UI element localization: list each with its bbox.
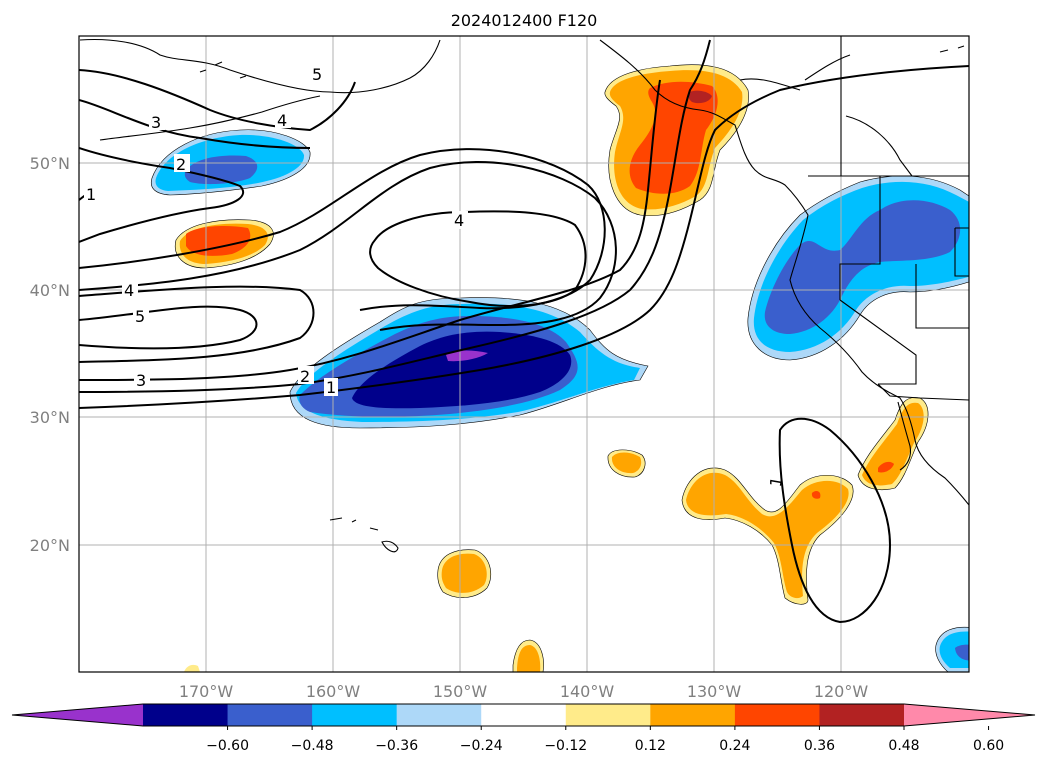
colorbar-tick-label: −0.12: [544, 738, 587, 754]
contour-label-1-east: 1: [766, 475, 786, 488]
contour-label-2-north: 2: [176, 155, 186, 174]
contour-label-4-west: 4: [124, 281, 134, 300]
lon-label-170w: 170°W: [179, 682, 234, 701]
lat-label-30n: 30°N: [30, 408, 70, 427]
political-borders: [808, 36, 969, 401]
longitude-axis: 170°W 160°W 150°W 140°W 130°W 120°W: [179, 682, 869, 701]
colorbar-tick-label: −0.60: [206, 738, 249, 754]
contour-label-4-center: 4: [454, 211, 464, 230]
contour-label-5-north: 5: [312, 65, 322, 84]
lat-label-40n: 40°N: [30, 281, 70, 300]
colorbar-bin: [819, 704, 905, 726]
colorbar-bin: [650, 704, 736, 726]
graticule: [79, 36, 969, 672]
colorbar-tick-label: 0.36: [804, 738, 835, 754]
colorbar-extend-high: [904, 704, 1035, 726]
colorbar-extend-low: [12, 704, 143, 726]
contour-label-3-north: 3: [151, 113, 161, 132]
contour-label-1-west: 1: [86, 185, 96, 204]
lat-label-50n: 50°N: [30, 154, 70, 173]
contour-label-1-center: 1: [326, 378, 336, 397]
colorbar-outline: [11, 703, 1036, 727]
lon-label-120w: 120°W: [814, 682, 869, 701]
lat-label-20n: 20°N: [30, 536, 70, 555]
contour-label-5-west: 5: [135, 307, 145, 326]
colorbar: −0.60 −0.48 −0.36 −0.24 −0.12 0.12 0.24 0.36 0.4…: [11, 703, 1036, 754]
colorbar-tick-label: 0.60: [973, 738, 1004, 754]
contour-label-2-center: 2: [300, 367, 310, 386]
colorbar-tick-label: 0.24: [719, 738, 750, 754]
colorbar-tick-label: −0.24: [460, 738, 503, 754]
map-frame: [78, 35, 970, 673]
latitude-axis: 50°N 40°N 30°N 20°N: [30, 154, 70, 555]
contour-label-4-north: 4: [277, 111, 287, 130]
lon-label-140w: 140°W: [560, 682, 615, 701]
shaded-anomalies: [150, 64, 969, 672]
colorbar-tick-label: −0.48: [291, 738, 334, 754]
map-content: 5 4 3 2 1 4 4 5 3 2 1 1: [79, 36, 969, 672]
colorbar-bin: [565, 704, 651, 726]
colorbar-tick-label: −0.36: [375, 738, 418, 754]
coastlines: [79, 38, 969, 553]
colorbar-tick-label: 0.12: [635, 738, 666, 754]
colorbar-bin: [481, 704, 567, 726]
lon-label-150w: 150°W: [433, 682, 488, 701]
colorbar-bin: [143, 704, 229, 726]
contour-label-3-west: 3: [136, 371, 146, 390]
colorbar-bin: [396, 704, 482, 726]
colorbar-bin: [734, 704, 820, 726]
colorbar-bin: [227, 704, 313, 726]
contour-label-group: 5 4 3 2 1 4 4 5 3 2 1 1: [84, 64, 786, 488]
lon-label-130w: 130°W: [687, 682, 742, 701]
contour-lines: [79, 39, 969, 624]
colorbar-tick-label: 0.48: [888, 738, 919, 754]
figure-title: 2024012400 F120: [451, 11, 598, 30]
colorbar-bin: [312, 704, 398, 726]
lon-label-160w: 160°W: [306, 682, 361, 701]
